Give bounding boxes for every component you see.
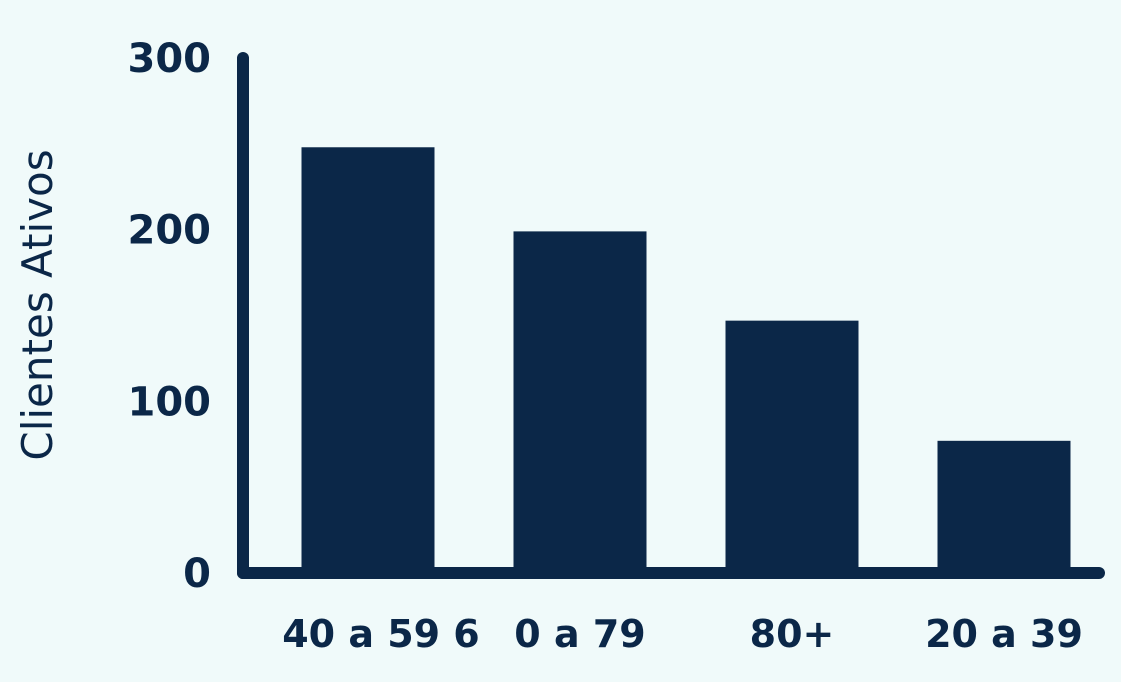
- y-tick-labels: 0 100 200 300: [128, 36, 212, 597]
- x-tick-label: 80+: [750, 612, 835, 656]
- bar-1: [301, 147, 435, 573]
- bar-3: [725, 320, 859, 573]
- x-tick-label: 0 a 79: [514, 612, 645, 656]
- x-tick-labels: 40 a 59 6 0 a 79 80+ 20 a 39: [282, 612, 1083, 656]
- y-tick-label: 200: [128, 208, 212, 254]
- x-tick-label: 20 a 39: [925, 612, 1083, 656]
- y-axis-label: Clientes Ativos: [13, 149, 62, 460]
- bar-2: [513, 231, 647, 573]
- y-tick-label: 100: [128, 379, 212, 425]
- bar-4: [937, 440, 1071, 573]
- y-tick-label: 0: [183, 551, 211, 597]
- bars-group: [301, 147, 1071, 573]
- y-tick-label: 300: [128, 36, 212, 82]
- x-tick-label: 40 a 59 6: [282, 612, 480, 656]
